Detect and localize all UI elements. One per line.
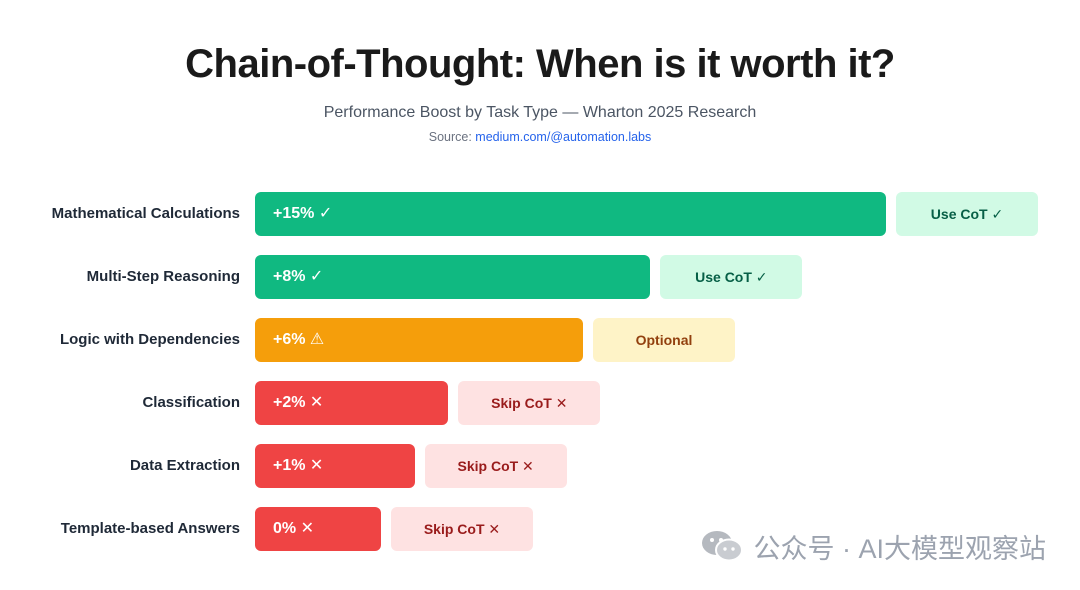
recommendation-badge: Skip CoT ✕ bbox=[424, 444, 567, 488]
recommendation-badge: Use CoT ✓ bbox=[660, 255, 803, 299]
source-line: Source: medium.com/@automation.labs bbox=[0, 130, 1080, 144]
bar: +8% ✓ bbox=[255, 255, 651, 299]
bar: +1% ✕ bbox=[255, 444, 415, 488]
category-label: Multi-Step Reasoning bbox=[86, 268, 240, 285]
category-label: Classification bbox=[142, 394, 240, 411]
category-label: Data Extraction bbox=[129, 457, 240, 474]
recommendation-badge: Use CoT ✓ bbox=[896, 192, 1038, 236]
wechat-icon bbox=[702, 531, 744, 562]
bar: +15% ✓ bbox=[255, 192, 886, 236]
watermark: 公众号 · AI大模型观察站 bbox=[701, 526, 1046, 566]
category-label: Template-based Answers bbox=[60, 520, 240, 537]
chart-subtitle: Performance Boost by Task Type — Wharton… bbox=[323, 104, 757, 121]
recommendation-badge: Skip CoT ✕ bbox=[391, 507, 533, 551]
recommendation-badge: Skip CoT ✕ bbox=[458, 381, 601, 425]
category-label: Logic with Dependencies bbox=[59, 331, 240, 348]
bar: +2% ✕ bbox=[255, 381, 449, 425]
watermark-text: 公众号 · AI大模型观察站 bbox=[753, 533, 1046, 564]
bar: 0% ✕ bbox=[255, 507, 381, 551]
source-link[interactable]: medium.com/@automation.labs bbox=[475, 130, 652, 144]
category-label: Mathematical Calculations bbox=[51, 205, 240, 222]
source-prefix: Source: bbox=[428, 130, 476, 144]
chart-title: Chain-of-Thought: When is it worth it? bbox=[185, 42, 895, 86]
recommendation-badge: Optional bbox=[593, 318, 735, 362]
bar: +6% ⚠ bbox=[255, 318, 583, 362]
